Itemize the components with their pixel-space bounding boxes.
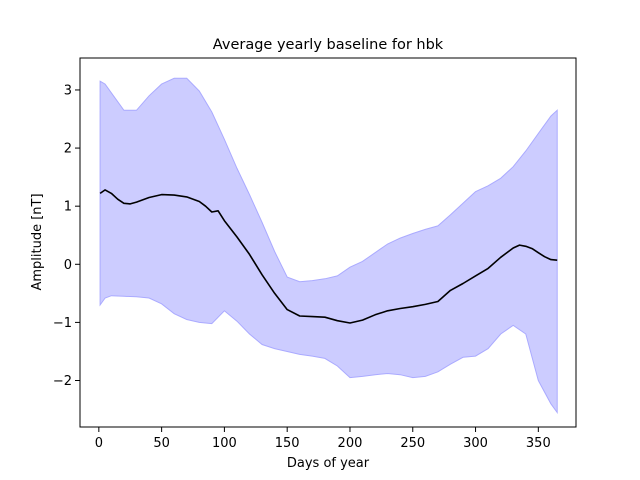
- y-tick-label: −2: [53, 374, 72, 389]
- plot-frame: [79, 57, 577, 428]
- y-tick-label: −1: [53, 316, 72, 331]
- y-tick-label: 2: [64, 142, 72, 157]
- x-tick-label: 300: [463, 436, 488, 451]
- y-axis-title: Amplitude [nT]: [30, 193, 45, 290]
- x-tick-label: 0: [95, 436, 103, 451]
- x-tick-label: 150: [275, 436, 300, 451]
- confidence-band: [99, 77, 558, 415]
- x-axis-title: Days of year: [287, 456, 370, 471]
- x-axis: 0 50 100 150 200 250 300 350: [95, 427, 551, 451]
- x-tick-label: 200: [338, 436, 363, 451]
- y-tick-label: 0: [64, 258, 72, 273]
- y-tick-label: 3: [64, 83, 72, 98]
- x-tick-label: 350: [526, 436, 551, 451]
- y-axis: −2 −1 0 1 2 3: [53, 83, 80, 389]
- mean-baseline-line: [99, 189, 558, 324]
- x-tick-label: 250: [400, 436, 425, 451]
- plot-area: [99, 77, 558, 415]
- chart-title: Average yearly baseline for hbk: [213, 37, 444, 53]
- x-tick-label: 50: [153, 436, 170, 451]
- y-tick-label: 1: [64, 200, 72, 215]
- x-tick-label: 100: [212, 436, 237, 451]
